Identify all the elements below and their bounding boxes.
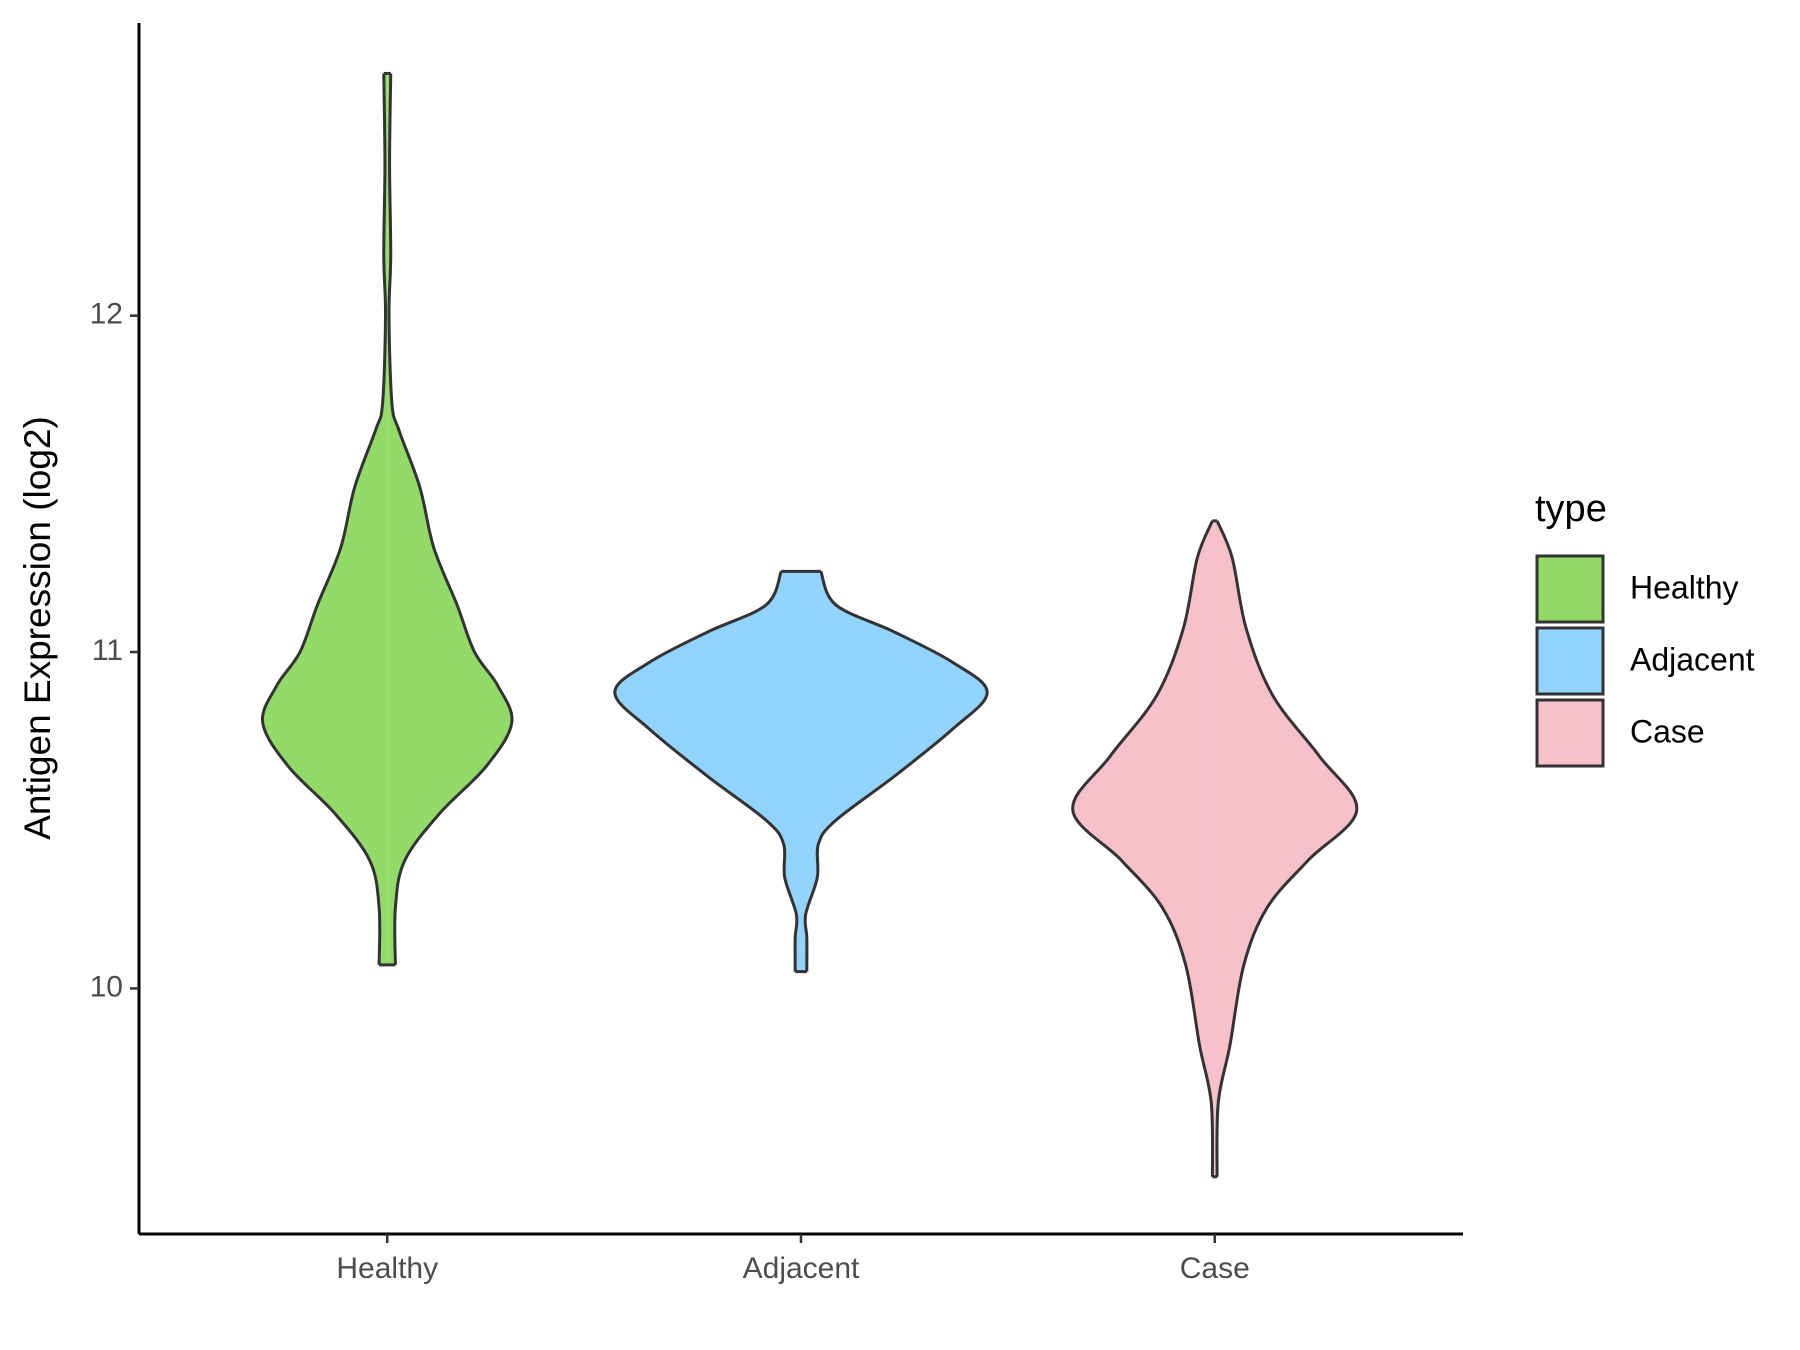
violin-half-fill (262, 73, 388, 965)
x-tick-label: Adjacent (743, 1252, 860, 1285)
legend-label: Case (1630, 713, 1705, 749)
violin-half-fill (614, 571, 801, 972)
legend-key (1535, 626, 1605, 696)
legend-label: Healthy (1630, 569, 1739, 605)
violin-half-fill (1214, 520, 1357, 1177)
violin-half-fill (1072, 520, 1215, 1177)
violin-half (1215, 520, 1359, 1177)
x-tick-label: Healthy (336, 1252, 438, 1285)
legend-key (1535, 698, 1605, 768)
y-axis-title: Antigen Expression (log2) (17, 416, 58, 840)
violin-half (613, 570, 799, 972)
legend-label: Adjacent (1630, 641, 1755, 677)
violin-half (387, 73, 514, 965)
y-tick-label: 10 (90, 970, 123, 1003)
violin-half (803, 570, 989, 972)
violin-half-fill (801, 571, 988, 972)
legend-title: type (1535, 488, 1607, 530)
y-tick-label: 11 (92, 634, 123, 667)
x-tick-label: Case (1180, 1252, 1250, 1285)
violin-half (1071, 520, 1215, 1177)
legend-key (1535, 554, 1605, 624)
violin-half-fill (387, 73, 513, 965)
violin-half (261, 73, 388, 965)
y-tick-label: 12 (90, 298, 123, 331)
